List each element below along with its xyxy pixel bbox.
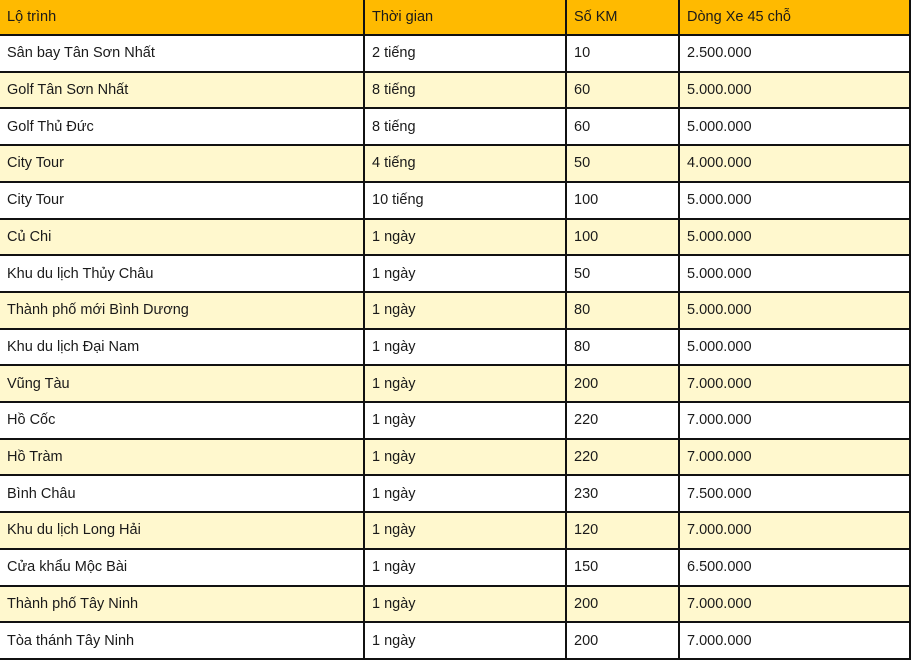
- table-row: Sân bay Tân Sơn Nhất 2 tiếng 10 2.500.000: [0, 34, 911, 73]
- table-row: Khu du lịch Long Hải 1 ngày 120 7.000.000: [0, 511, 911, 550]
- cell-km: 100: [565, 217, 680, 257]
- cell-km: 60: [565, 70, 680, 110]
- cell-price: 7.000.000: [678, 511, 911, 550]
- cell-route: Golf Tân Sơn Nhất: [0, 70, 365, 110]
- cell-duration: 1 ngày: [363, 511, 567, 550]
- cell-km: 150: [565, 547, 680, 587]
- cell-route: Hồ Cốc: [0, 401, 365, 440]
- cell-km: 200: [565, 364, 680, 404]
- cell-route: Thành phố mới Bình Dương: [0, 290, 365, 330]
- table-row: Thành phố Tây Ninh 1 ngày 200 7.000.000: [0, 584, 911, 624]
- cell-price: 5.000.000: [678, 107, 911, 147]
- table-row: Bình Châu 1 ngày 230 7.500.000: [0, 474, 911, 514]
- cell-km: 80: [565, 327, 680, 367]
- table-row: Cửa khẩu Mộc Bài 1 ngày 150 6.500.000: [0, 547, 911, 587]
- cell-km: 80: [565, 290, 680, 330]
- cell-route: Khu du lịch Long Hải: [0, 511, 365, 550]
- cell-km: 220: [565, 437, 680, 477]
- cell-price: 6.500.000: [678, 547, 911, 587]
- cell-duration: 1 ngày: [363, 401, 567, 440]
- cell-km: 10: [565, 34, 680, 73]
- table-row: Tòa thánh Tây Ninh 1 ngày 200 7.000.000: [0, 621, 911, 660]
- cell-route: Tòa thánh Tây Ninh: [0, 621, 365, 660]
- table-row: Thành phố mới Bình Dương 1 ngày 80 5.000.00…: [0, 290, 911, 330]
- table-row: Golf Thủ Đức 8 tiếng 60 5.000.000: [0, 107, 911, 147]
- table-row: Khu du lịch Thủy Châu 1 ngày 50 5.000.000: [0, 254, 911, 293]
- cell-duration: 1 ngày: [363, 364, 567, 404]
- cell-route: Bình Châu: [0, 474, 365, 514]
- table-row: Hồ Cốc 1 ngày 220 7.000.000: [0, 401, 911, 440]
- cell-route: Khu du lịch Đại Nam: [0, 327, 365, 367]
- cell-price: 4.000.000: [678, 144, 911, 183]
- cell-price: 5.000.000: [678, 327, 911, 367]
- cell-km: 50: [565, 144, 680, 183]
- cell-duration: 1 ngày: [363, 437, 567, 477]
- cell-price: 2.500.000: [678, 34, 911, 73]
- table-row: City Tour 10 tiếng 100 5.000.000: [0, 180, 911, 220]
- cell-km: 100: [565, 180, 680, 220]
- cell-duration: 10 tiếng: [363, 180, 567, 220]
- cell-km: 220: [565, 401, 680, 440]
- table-row: City Tour 4 tiếng 50 4.000.000: [0, 144, 911, 183]
- cell-duration: 1 ngày: [363, 547, 567, 587]
- cell-duration: 8 tiếng: [363, 70, 567, 110]
- cell-price: 7.000.000: [678, 401, 911, 440]
- column-header-route: Lộ trình: [0, 0, 365, 36]
- cell-price: 5.000.000: [678, 70, 911, 110]
- cell-price: 7.000.000: [678, 437, 911, 477]
- table-row: Khu du lịch Đại Nam 1 ngày 80 5.000.000: [0, 327, 911, 367]
- cell-duration: 1 ngày: [363, 474, 567, 514]
- cell-route: Củ Chi: [0, 217, 365, 257]
- cell-price: 5.000.000: [678, 217, 911, 257]
- cell-route: City Tour: [0, 180, 365, 220]
- cell-duration: 1 ngày: [363, 290, 567, 330]
- cell-price: 5.000.000: [678, 290, 911, 330]
- cell-price: 7.000.000: [678, 621, 911, 660]
- cell-km: 50: [565, 254, 680, 293]
- column-header-duration: Thời gian: [363, 0, 567, 36]
- cell-price: 5.000.000: [678, 180, 911, 220]
- cell-route: Thành phố Tây Ninh: [0, 584, 365, 624]
- cell-route: Cửa khẩu Mộc Bài: [0, 547, 365, 587]
- cell-km: 200: [565, 584, 680, 624]
- cell-price: 7.500.000: [678, 474, 911, 514]
- cell-duration: 1 ngày: [363, 621, 567, 660]
- cell-km: 230: [565, 474, 680, 514]
- column-header-price: Dòng Xe 45 chỗ: [678, 0, 911, 36]
- table-row: Hồ Tràm 1 ngày 220 7.000.000: [0, 437, 911, 477]
- cell-duration: 8 tiếng: [363, 107, 567, 147]
- cell-route: Hồ Tràm: [0, 437, 365, 477]
- cell-duration: 1 ngày: [363, 584, 567, 624]
- cell-duration: 2 tiếng: [363, 34, 567, 73]
- cell-price: 5.000.000: [678, 254, 911, 293]
- table-row: Vũng Tàu 1 ngày 200 7.000.000: [0, 364, 911, 404]
- cell-price: 7.000.000: [678, 584, 911, 624]
- table-row: Golf Tân Sơn Nhất 8 tiếng 60 5.000.000: [0, 70, 911, 110]
- cell-duration: 1 ngày: [363, 254, 567, 293]
- table-row: Củ Chi 1 ngày 100 5.000.000: [0, 217, 911, 257]
- cell-duration: 4 tiếng: [363, 144, 567, 183]
- cell-km: 120: [565, 511, 680, 550]
- cell-km: 200: [565, 621, 680, 660]
- table-header: Lộ trình Thời gian Số KM Dòng Xe 45 chỗ: [0, 0, 911, 36]
- cell-km: 60: [565, 107, 680, 147]
- table-body: Sân bay Tân Sơn Nhất 2 tiếng 10 2.500.000 Go…: [0, 34, 911, 660]
- column-header-km: Số KM: [565, 0, 680, 36]
- cell-route: Golf Thủ Đức: [0, 107, 365, 147]
- cell-route: Khu du lịch Thủy Châu: [0, 254, 365, 293]
- cell-duration: 1 ngày: [363, 217, 567, 257]
- cell-duration: 1 ngày: [363, 327, 567, 367]
- cell-route: Sân bay Tân Sơn Nhất: [0, 34, 365, 73]
- cell-route: Vũng Tàu: [0, 364, 365, 404]
- cell-price: 7.000.000: [678, 364, 911, 404]
- cell-route: City Tour: [0, 144, 365, 183]
